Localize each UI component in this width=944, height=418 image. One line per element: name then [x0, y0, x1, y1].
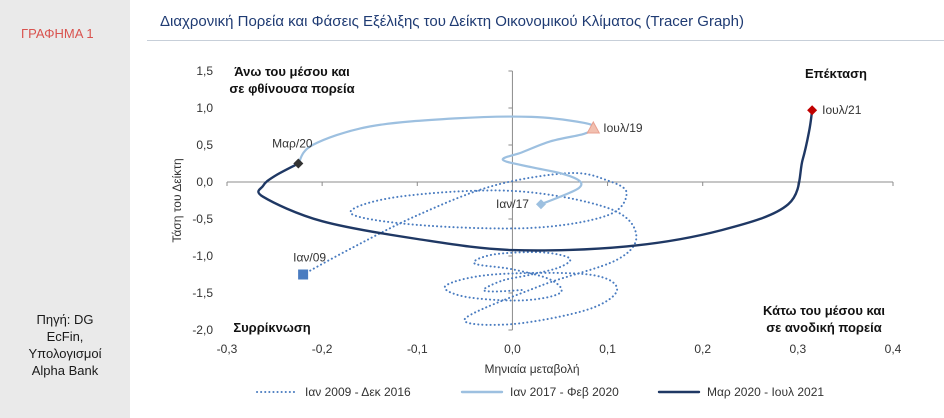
x-tick-label: 0,1 — [599, 342, 616, 356]
y-tick-label: -1,5 — [192, 286, 213, 300]
y-tick-label: 1,5 — [196, 64, 213, 78]
source-line: Πηγή: DG — [36, 312, 94, 327]
y-tick-label: -0,5 — [192, 212, 213, 226]
x-tick-label: -0,1 — [407, 342, 428, 356]
label-layer: Ιαν/09 Ιαν/17 Ιουλ/19 Μαρ/20 Ιουλ/21 Άνω του … — [229, 64, 885, 335]
x-tick-label: 0,2 — [694, 342, 711, 356]
quadrant-label-top-left: σε φθίνουσα πορεία — [229, 81, 354, 96]
y-tick-label: 0,5 — [196, 138, 213, 152]
axes: -0,3 -0,2 -0,1 0,0 0,1 0,2 0,3 0,4 1,5 1,0 0,5 0,0 -… — [170, 64, 902, 376]
point-label: Ιαν/09 — [293, 251, 326, 265]
x-tick-label: -0,2 — [312, 342, 333, 356]
x-tick-label: 0,4 — [885, 342, 902, 356]
chart-title: Διαχρονική Πορεία και Φάσεις Εξέλιξης το… — [160, 13, 744, 30]
y-tick-label: 0,0 — [196, 175, 213, 189]
legend-label: Ιαν 2009 - Δεκ 2016 — [305, 385, 411, 399]
quadrant-label-bottom-right: σε ανοδική πορεία — [766, 320, 881, 335]
quadrant-label-bottom-right: Κάτω του μέσου και — [763, 303, 885, 318]
figure-label: ΓΡΑΦΗΜΑ 1 — [21, 26, 94, 41]
title-divider — [147, 40, 944, 41]
marker-diamond — [293, 158, 304, 169]
source-line: Υπολογισμοί — [28, 346, 102, 361]
series-line-1 — [302, 172, 638, 326]
y-axis-title: Τάση του Δείκτη — [170, 158, 184, 242]
quadrant-label-bottom-left: Συρρίκνωση — [233, 320, 310, 335]
x-tick-label: 0,0 — [504, 342, 521, 356]
point-label: Μαρ/20 — [272, 137, 313, 151]
y-tick-label: -1,0 — [192, 249, 213, 263]
source-line: EcFin, — [46, 329, 84, 344]
x-tick-label: 0,3 — [790, 342, 807, 356]
legend-label: Μαρ 2020 - Ιουλ 2021 — [707, 385, 824, 399]
point-label: Ιαν/17 — [496, 197, 529, 211]
legend-label: Ιαν 2017 - Φεβ 2020 — [510, 385, 619, 399]
marker-layer — [293, 105, 818, 280]
quadrant-label-top-left: Άνω του μέσου και — [234, 64, 350, 79]
marker-square — [298, 269, 309, 280]
series-line-2 — [297, 115, 595, 206]
y-tick-label: -2,0 — [192, 323, 213, 337]
series-line-3 — [257, 109, 814, 252]
point-label: Ιουλ/21 — [822, 103, 862, 117]
marker-diamond — [807, 105, 818, 116]
marker-diamond — [535, 199, 546, 210]
point-label: Ιουλ/19 — [603, 121, 643, 135]
legend: Ιαν 2009 - Δεκ 2016 Ιαν 2017 - Φεβ 2020 Μα… — [256, 385, 824, 399]
side-panel — [0, 0, 130, 418]
quadrant-label-top-right: Επέκταση — [805, 66, 867, 81]
marker-triangle — [586, 120, 601, 134]
y-tick-label: 1,0 — [196, 101, 213, 115]
source-line: Alpha Bank — [31, 363, 99, 378]
x-axis-title: Μηνιαία μεταβολή — [484, 362, 579, 376]
series-layer — [257, 109, 814, 326]
x-tick-label: -0,3 — [217, 342, 238, 356]
source-note: Πηγή: DG EcFin, Υπολογισμοί Alpha Bank — [0, 311, 130, 379]
